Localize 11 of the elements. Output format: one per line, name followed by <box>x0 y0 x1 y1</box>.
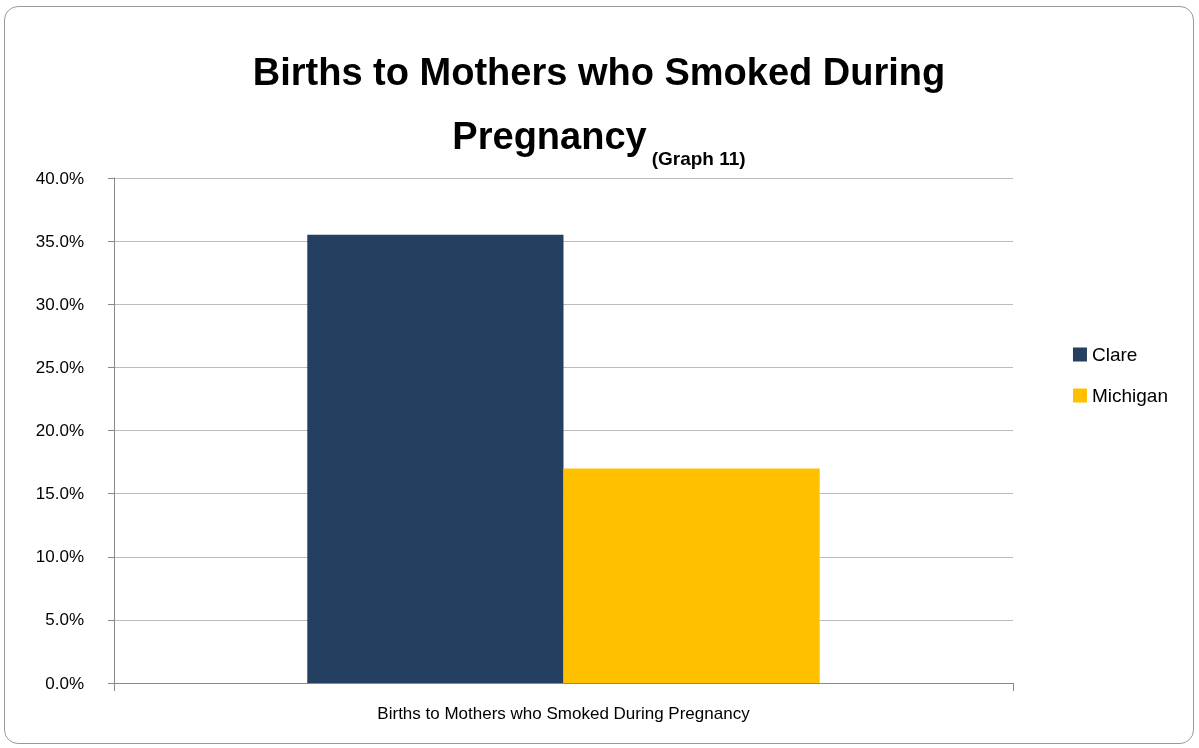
legend-label: Clare <box>1091 344 1138 365</box>
y-tick-label: 25.0% <box>35 357 84 377</box>
y-tick-label: 15.0% <box>35 484 84 504</box>
y-tick-label: 40.0% <box>35 168 84 188</box>
y-tick-label: 5.0% <box>45 610 84 630</box>
y-tick-label: 30.0% <box>35 294 84 314</box>
y-tick-label: 0.0% <box>45 673 84 693</box>
y-tick-label: 10.0% <box>35 547 84 567</box>
y-tick-label: 20.0% <box>35 421 84 440</box>
y-tick-label: 35.0% <box>35 231 84 251</box>
legend-label: Michigan <box>1091 385 1169 406</box>
